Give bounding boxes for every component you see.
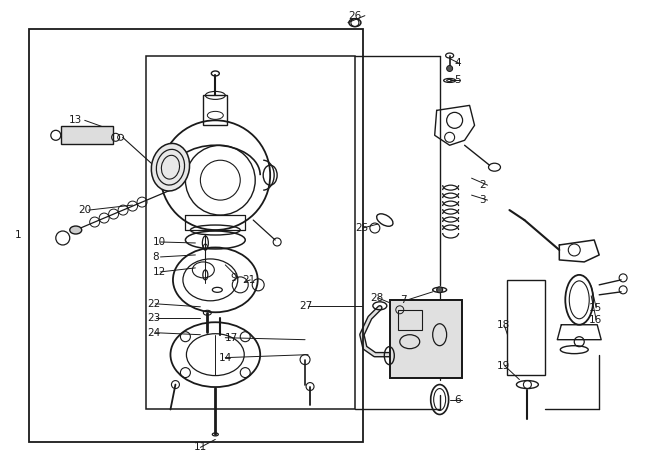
Text: 12: 12	[153, 267, 166, 277]
Text: 6: 6	[454, 395, 462, 405]
Text: 14: 14	[218, 353, 231, 362]
Text: 13: 13	[69, 115, 82, 126]
Text: 19: 19	[497, 361, 510, 371]
Text: 4: 4	[454, 58, 462, 67]
Text: 20: 20	[79, 205, 92, 215]
Text: 21: 21	[242, 275, 255, 285]
Text: 28: 28	[370, 293, 383, 303]
Text: 18: 18	[497, 320, 510, 330]
Ellipse shape	[70, 226, 82, 234]
Text: 11: 11	[194, 442, 207, 452]
Text: 10: 10	[153, 237, 166, 247]
Ellipse shape	[151, 143, 190, 191]
Text: 7: 7	[400, 295, 406, 305]
Bar	[390, 300, 462, 378]
Text: 5: 5	[454, 76, 462, 85]
Text: 23: 23	[148, 313, 161, 323]
Text: 1: 1	[15, 230, 21, 240]
Text: 16: 16	[589, 315, 603, 325]
Bar	[398, 310, 422, 330]
Text: 22: 22	[148, 299, 161, 309]
Text: 2: 2	[480, 180, 486, 190]
Text: 8: 8	[153, 252, 159, 262]
Text: 3: 3	[480, 195, 486, 205]
Bar	[29, 29, 363, 442]
Text: 24: 24	[148, 328, 161, 337]
Text: 17: 17	[226, 333, 239, 343]
Text: 26: 26	[348, 11, 361, 21]
Text: 9: 9	[230, 273, 237, 283]
Bar	[508, 280, 545, 375]
Text: 27: 27	[299, 301, 313, 311]
Text: 25: 25	[355, 223, 368, 233]
Circle shape	[447, 66, 452, 71]
Bar	[203, 95, 227, 126]
Bar	[61, 126, 112, 144]
Bar	[390, 300, 462, 378]
Text: 15: 15	[589, 303, 603, 313]
Circle shape	[437, 287, 443, 293]
Bar	[146, 56, 355, 410]
